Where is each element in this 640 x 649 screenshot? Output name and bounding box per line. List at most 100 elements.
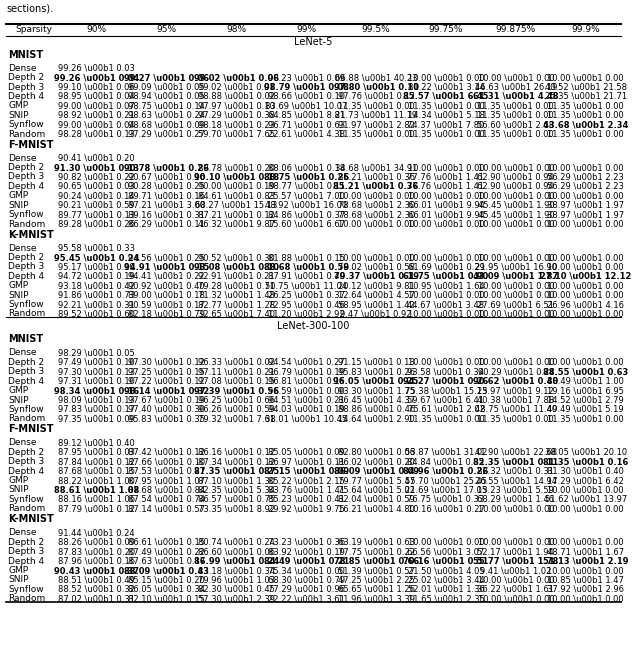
Text: 36.22 \u00b1 1.61: 36.22 \u00b1 1.61	[477, 585, 554, 594]
Text: GMP: GMP	[8, 101, 28, 110]
Text: 78.68 \u00b1 2.30: 78.68 \u00b1 2.30	[337, 210, 415, 219]
Text: 97.49 \u00b1 0.10: 97.49 \u00b1 0.10	[58, 358, 135, 367]
Text: 86.60 \u00b1 0.06: 86.60 \u00b1 0.06	[198, 547, 275, 556]
Text: Depth 4: Depth 4	[8, 376, 44, 386]
Text: 22.61 \u00b1 4.38: 22.61 \u00b1 4.38	[268, 130, 345, 139]
Text: 96.79 \u00b1 0.19: 96.79 \u00b1 0.19	[268, 367, 345, 376]
Text: 10.00 \u00b1 0.00: 10.00 \u00b1 0.00	[477, 281, 554, 290]
Text: 27.69 \u00b1 6.51: 27.69 \u00b1 6.51	[477, 300, 554, 309]
Text: 95.83 \u00b1 0.26: 95.83 \u00b1 0.26	[338, 367, 415, 376]
Text: 99.9%: 99.9%	[572, 25, 600, 34]
Text: 83.76 \u00b1 1.41: 83.76 \u00b1 1.41	[268, 485, 345, 495]
Text: Depth 2: Depth 2	[8, 253, 44, 262]
Text: 90.24 \u00b1 0.14: 90.24 \u00b1 0.14	[58, 191, 135, 201]
Text: Depth 3: Depth 3	[8, 458, 44, 466]
Text: 88.51 \u00b1 0.49: 88.51 \u00b1 0.49	[58, 576, 135, 585]
Text: Synflow: Synflow	[8, 210, 44, 219]
Text: 75.64 \u00b1 5.02: 75.64 \u00b1 5.02	[338, 485, 415, 495]
Text: 91.30 \u00b1 0.13: 91.30 \u00b1 0.13	[54, 163, 140, 172]
Text: 11.35 \u00b1 0.00: 11.35 \u00b1 0.00	[477, 414, 554, 423]
Text: K-MNIST: K-MNIST	[8, 514, 54, 524]
Text: F-MNIST: F-MNIST	[8, 140, 54, 150]
Text: 26.55 \u00b1 14.94: 26.55 \u00b1 14.94	[475, 476, 557, 485]
Text: 97.40 \u00b1 0.30: 97.40 \u00b1 0.30	[128, 405, 205, 414]
Text: 99.02 \u00b1 0.06: 99.02 \u00b1 0.06	[194, 73, 279, 82]
Text: 61.31 \u00b1 4.48: 61.31 \u00b1 4.48	[473, 92, 559, 101]
Text: 99.10 \u00b1 0.06: 99.10 \u00b1 0.06	[58, 82, 135, 92]
Text: 78.85 \u00b1 0.66: 78.85 \u00b1 0.66	[333, 557, 419, 566]
Text: GMP: GMP	[8, 386, 28, 395]
Text: Dense: Dense	[8, 528, 36, 537]
Text: 97.30 \u00b1 0.13: 97.30 \u00b1 0.13	[58, 367, 135, 376]
Text: 75.34 \u00b1 0.00: 75.34 \u00b1 0.00	[268, 566, 345, 575]
Text: 86.29 \u00b1 0.11: 86.29 \u00b1 0.11	[128, 219, 205, 228]
Text: 58.95 \u00b1 1.42: 58.95 \u00b1 1.42	[338, 300, 415, 309]
Text: 94.03 \u00b1 0.19: 94.03 \u00b1 0.19	[268, 405, 345, 414]
Text: 10.00 \u00b1 0.00: 10.00 \u00b1 0.00	[477, 253, 554, 262]
Text: SNIP: SNIP	[8, 201, 29, 210]
Text: 83.92 \u00b1 0.19: 83.92 \u00b1 0.19	[268, 547, 345, 556]
Text: 77.75 \u00b1 0.22: 77.75 \u00b1 0.22	[338, 547, 415, 556]
Text: Depth 3: Depth 3	[8, 173, 44, 182]
Text: 10.00 \u00b1 0.00: 10.00 \u00b1 0.00	[547, 291, 624, 300]
Text: Depth 2: Depth 2	[8, 73, 44, 82]
Text: 75.38 \u00b1 15.13: 75.38 \u00b1 15.13	[405, 386, 487, 395]
Text: 82.32 \u00b1 0.31: 82.32 \u00b1 0.31	[477, 467, 554, 476]
Text: 94.72 \u00b1 0.19: 94.72 \u00b1 0.19	[58, 272, 135, 281]
Text: 87.15 \u00b1 0.09: 87.15 \u00b1 0.09	[264, 467, 349, 476]
Text: 9.47 \u00b1 0.92: 9.47 \u00b1 0.92	[340, 310, 412, 319]
Text: 97.35 \u00b1 0.09: 97.35 \u00b1 0.09	[58, 414, 135, 423]
Text: 74.37 \u00b1 7.80: 74.37 \u00b1 7.80	[408, 120, 484, 129]
Text: 88.61 \u00b1 1.08: 88.61 \u00b1 1.08	[54, 485, 140, 495]
Text: Dense: Dense	[8, 64, 36, 73]
Text: 62.90 \u00b1 0.94: 62.90 \u00b1 0.94	[477, 182, 554, 191]
Text: 82.35 \u00b1 5.34: 82.35 \u00b1 5.34	[198, 485, 275, 495]
Text: 81.22 \u00b1 3.14: 81.22 \u00b1 3.14	[408, 82, 484, 92]
Text: 11.35 \u00b1 0.00: 11.35 \u00b1 0.00	[547, 111, 624, 120]
Text: 93.58 \u00b1 0.34: 93.58 \u00b1 0.34	[408, 367, 484, 376]
Text: 10.00 \u00b1 0.00: 10.00 \u00b1 0.00	[477, 358, 554, 367]
Text: 95%: 95%	[157, 25, 177, 34]
Text: 84.49 \u00b1 0.21: 84.49 \u00b1 0.21	[264, 557, 349, 566]
Text: 21.73 \u00b1 11.19: 21.73 \u00b1 11.19	[335, 111, 417, 120]
Text: 78.02 \u00b1 0.58: 78.02 \u00b1 0.58	[338, 262, 415, 271]
Text: Synflow: Synflow	[8, 405, 44, 414]
Text: MNIST: MNIST	[8, 334, 44, 345]
Text: 21.95 \u00b1 16.90: 21.95 \u00b1 16.90	[475, 262, 557, 271]
Text: 84.86 \u00b1 0.37: 84.86 \u00b1 0.37	[268, 210, 345, 219]
Text: 11.35 \u00b1 0.00: 11.35 \u00b1 0.00	[338, 130, 415, 139]
Text: 87.49 \u00b1 0.22: 87.49 \u00b1 0.22	[128, 547, 205, 556]
Text: 10.00 \u00b1 0.00: 10.00 \u00b1 0.00	[547, 262, 624, 271]
Text: 86.09 \u00b1 0.09: 86.09 \u00b1 0.09	[333, 467, 419, 476]
Text: 76.75 \u00b1 0.33: 76.75 \u00b1 0.33	[408, 495, 484, 504]
Text: F-MNIST: F-MNIST	[8, 424, 54, 434]
Text: 10.00 \u00b1 0.00: 10.00 \u00b1 0.00	[408, 358, 484, 367]
Text: 89.78 \u00b1 0.20: 89.78 \u00b1 0.20	[198, 163, 275, 172]
Text: 79.96 \u00b1 1.03: 79.96 \u00b1 1.03	[198, 576, 275, 585]
Text: 90.82 \u00b1 0.22: 90.82 \u00b1 0.22	[58, 173, 135, 182]
Text: 11.35 \u00b1 0.00: 11.35 \u00b1 0.00	[477, 130, 554, 139]
Text: 19.16 \u00b1 6.95: 19.16 \u00b1 6.95	[547, 386, 624, 395]
Text: Random: Random	[8, 414, 45, 423]
Text: 72.95 \u00b1 0.46: 72.95 \u00b1 0.46	[268, 300, 345, 309]
Text: 27.10 \u00b1 12.12: 27.10 \u00b1 12.12	[540, 272, 632, 281]
Text: 77.76 \u00b1 1.41: 77.76 \u00b1 1.41	[408, 182, 484, 191]
Text: 98.79 \u00b1 0.08: 98.79 \u00b1 0.08	[264, 82, 349, 92]
Text: 84.84 \u00b1 0.35: 84.84 \u00b1 0.35	[408, 458, 484, 466]
Text: 46.63 \u00b1 26.19: 46.63 \u00b1 26.19	[475, 82, 557, 92]
Text: 68.29 \u00b1 1.46: 68.29 \u00b1 1.46	[477, 495, 554, 504]
Text: 10.00 \u00b1 0.00: 10.00 \u00b1 0.00	[547, 253, 624, 262]
Text: 89.71 \u00b1 0.16: 89.71 \u00b1 0.16	[128, 191, 205, 201]
Text: 65.65 \u00b1 1.26: 65.65 \u00b1 1.26	[338, 585, 415, 594]
Text: 88.52 \u00b1 0.32: 88.52 \u00b1 0.32	[58, 585, 135, 594]
Text: 10.00 \u00b1 0.00: 10.00 \u00b1 0.00	[477, 291, 554, 300]
Text: 97.25 \u00b1 0.15: 97.25 \u00b1 0.15	[128, 367, 205, 376]
Text: 94.54 \u00b1 0.27: 94.54 \u00b1 0.27	[268, 358, 345, 367]
Text: 25.35 \u00b1 21.71: 25.35 \u00b1 21.71	[545, 92, 627, 101]
Text: 86.61 \u00b1 0.15: 86.61 \u00b1 0.15	[128, 538, 205, 547]
Text: 97.30 \u00b1 0.12: 97.30 \u00b1 0.12	[128, 358, 205, 367]
Text: 87.21 \u00b1 0.12: 87.21 \u00b1 0.12	[198, 210, 275, 219]
Text: 88.77 \u00b1 0.11: 88.77 \u00b1 0.11	[268, 182, 345, 191]
Text: 10.00 \u00b1 0.00: 10.00 \u00b1 0.00	[547, 538, 624, 547]
Text: Synflow: Synflow	[8, 120, 44, 129]
